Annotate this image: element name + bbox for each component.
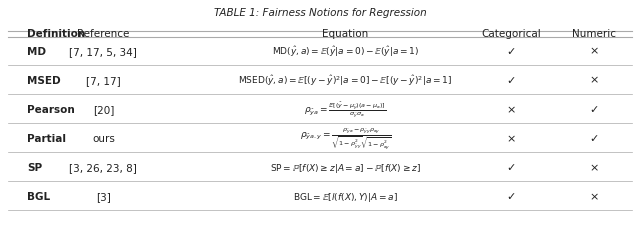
Text: Pearson: Pearson (27, 105, 75, 115)
Text: SP$=\mathbb{P}[f(X)\geq z|A=a]-\mathbb{P}[f(X)\geq z]$: SP$=\mathbb{P}[f(X)\geq z|A=a]-\mathbb{P… (270, 162, 421, 175)
Text: ×: × (506, 134, 516, 144)
Text: ×: × (589, 76, 598, 86)
Text: [20]: [20] (93, 105, 114, 115)
Text: [7, 17]: [7, 17] (86, 76, 121, 86)
Text: ×: × (589, 163, 598, 173)
Text: BGL$=\mathbb{E}[l(f(X),Y)|A=a]$: BGL$=\mathbb{E}[l(f(X),Y)|A=a]$ (293, 191, 398, 204)
Text: [7, 17, 5, 34]: [7, 17, 5, 34] (69, 47, 138, 57)
Text: ✓: ✓ (506, 47, 516, 57)
Text: Definition: Definition (27, 29, 85, 39)
Text: ✓: ✓ (506, 192, 516, 202)
Text: $\rho_{\hat{y}a.y}=\frac{\rho_{\hat{y}a}-\rho_{\hat{y}y}\rho_{ay}}{\sqrt{1-\rho^: $\rho_{\hat{y}a.y}=\frac{\rho_{\hat{y}a}… (300, 126, 391, 152)
Text: MSED$(\hat{y},a)=\mathbb{E}[(y-\hat{y})^2|a=0]-\mathbb{E}[(y-\hat{y})^2|a=1]$: MSED$(\hat{y},a)=\mathbb{E}[(y-\hat{y})^… (238, 73, 452, 88)
Text: MSED: MSED (27, 76, 61, 86)
Text: ✓: ✓ (506, 163, 516, 173)
Text: Categorical: Categorical (481, 29, 541, 39)
Text: ✓: ✓ (506, 76, 516, 86)
Text: [3]: [3] (96, 192, 111, 202)
Text: ×: × (589, 47, 598, 57)
Text: Numeric: Numeric (572, 29, 616, 39)
Text: ×: × (506, 105, 516, 115)
Text: MD: MD (27, 47, 46, 57)
Text: SP: SP (27, 163, 42, 173)
Text: ✓: ✓ (589, 134, 598, 144)
Text: MD$(\hat{y},a)=\mathbb{E}(\hat{y}|a=0)-\mathbb{E}(\hat{y}|a=1)$: MD$(\hat{y},a)=\mathbb{E}(\hat{y}|a=0)-\… (272, 44, 419, 59)
Text: BGL: BGL (27, 192, 50, 202)
Text: ✓: ✓ (589, 105, 598, 115)
Text: $\rho_{\hat{y}a}=\frac{\mathbb{E}[(\hat{y}-\mu_{\hat{y}})(a-\mu_a)]}{\sigma_{\ha: $\rho_{\hat{y}a}=\frac{\mathbb{E}[(\hat{… (305, 100, 387, 120)
Text: Reference: Reference (77, 29, 129, 39)
Text: Partial: Partial (27, 134, 66, 144)
Text: ours: ours (92, 134, 115, 144)
Text: Equation: Equation (323, 29, 369, 39)
Text: ×: × (589, 192, 598, 202)
Text: [3, 26, 23, 8]: [3, 26, 23, 8] (69, 163, 138, 173)
Text: TABLE 1: Fairness Notions for Regression: TABLE 1: Fairness Notions for Regression (214, 8, 426, 18)
